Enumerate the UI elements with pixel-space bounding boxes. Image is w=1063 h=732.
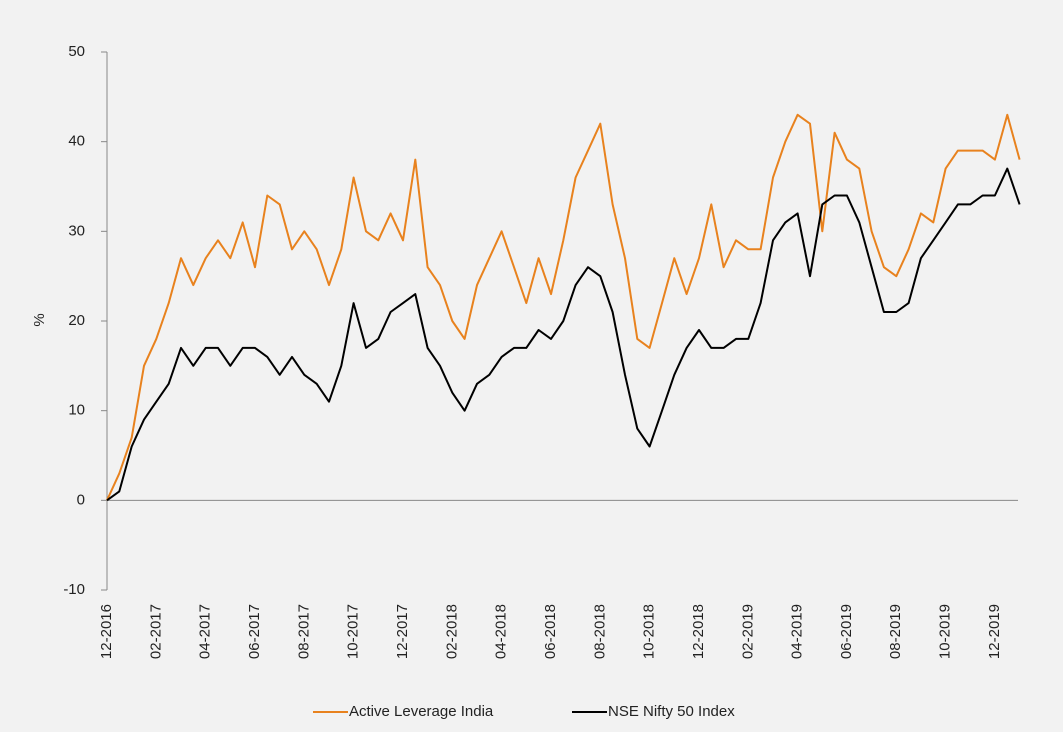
- legend-label: Active Leverage India: [349, 703, 494, 720]
- y-tick-label: -10: [63, 581, 85, 598]
- series-line: [106, 113, 1021, 501]
- x-tick-label: 12-2016: [98, 604, 115, 659]
- x-tick-label: 02-2019: [739, 604, 756, 659]
- series-line: [106, 167, 1021, 502]
- x-tick-label: 08-2017: [295, 604, 312, 659]
- x-tick-label: 08-2018: [591, 604, 608, 659]
- y-tick-label: 20: [68, 312, 85, 329]
- y-axis-label: %: [31, 313, 48, 326]
- y-tick-label: 50: [68, 43, 85, 60]
- x-tick-label: 04-2018: [493, 604, 510, 659]
- x-tick-label: 06-2018: [542, 604, 559, 659]
- x-tick-label: 02-2017: [147, 604, 164, 659]
- x-tick-label: 10-2017: [345, 604, 362, 659]
- x-tick-label: 06-2019: [838, 604, 855, 659]
- x-tick-label: 10-2019: [937, 604, 954, 659]
- x-tick-label: 02-2018: [443, 604, 460, 659]
- x-tick-label: 12-2018: [690, 604, 707, 659]
- x-tick-label: 10-2018: [641, 604, 658, 659]
- x-tick-label: 08-2019: [887, 604, 904, 659]
- y-tick-label: 30: [68, 222, 85, 239]
- y-tick-label: 0: [77, 491, 85, 508]
- y-tick-label: 10: [68, 402, 85, 419]
- x-tick-label: 12-2017: [394, 604, 411, 659]
- y-tick-label: 40: [68, 133, 85, 150]
- x-tick-label: 04-2019: [789, 604, 806, 659]
- x-tick-label: 04-2017: [197, 604, 214, 659]
- x-tick-label: 06-2017: [246, 604, 263, 659]
- x-tick-label: 12-2019: [986, 604, 1003, 659]
- legend-label: NSE Nifty 50 Index: [608, 703, 735, 720]
